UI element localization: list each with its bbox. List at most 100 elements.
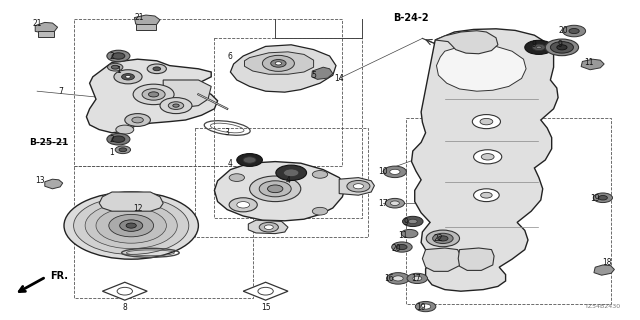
Polygon shape	[214, 162, 346, 221]
Circle shape	[474, 189, 499, 202]
Polygon shape	[45, 179, 63, 189]
Text: TZ54B2430: TZ54B2430	[585, 304, 621, 309]
Polygon shape	[435, 31, 498, 54]
Circle shape	[133, 84, 174, 105]
Polygon shape	[99, 192, 163, 211]
Text: 2: 2	[109, 52, 115, 60]
Circle shape	[108, 63, 123, 71]
Circle shape	[569, 28, 579, 34]
Circle shape	[229, 174, 244, 181]
Polygon shape	[436, 45, 526, 91]
Text: 18: 18	[602, 258, 611, 267]
Polygon shape	[38, 31, 54, 37]
Circle shape	[413, 276, 422, 281]
Circle shape	[264, 225, 273, 229]
Circle shape	[420, 304, 431, 309]
Circle shape	[426, 230, 460, 247]
Circle shape	[481, 154, 494, 160]
Circle shape	[96, 208, 166, 243]
Bar	[74, 19, 342, 166]
Circle shape	[353, 184, 364, 189]
Circle shape	[312, 207, 328, 215]
Polygon shape	[134, 15, 160, 26]
Polygon shape	[243, 282, 288, 300]
Circle shape	[525, 40, 553, 54]
Circle shape	[243, 157, 256, 163]
Text: 8: 8	[122, 303, 127, 312]
Text: 4: 4	[228, 159, 233, 168]
Polygon shape	[412, 29, 558, 291]
Circle shape	[383, 166, 406, 178]
Circle shape	[481, 192, 492, 198]
Circle shape	[284, 169, 299, 177]
Circle shape	[598, 196, 607, 200]
Circle shape	[474, 150, 502, 164]
Text: 15: 15	[260, 303, 271, 312]
Circle shape	[408, 219, 417, 224]
Text: 5: 5	[311, 71, 316, 80]
Circle shape	[112, 53, 125, 59]
Circle shape	[407, 273, 428, 284]
Text: 9: 9	[532, 40, 537, 49]
Circle shape	[109, 214, 154, 237]
Circle shape	[115, 146, 131, 154]
Polygon shape	[312, 67, 333, 79]
Circle shape	[111, 65, 119, 69]
Text: 10: 10	[378, 167, 388, 176]
Circle shape	[237, 154, 262, 166]
Text: FR.: FR.	[50, 271, 68, 281]
Circle shape	[275, 62, 282, 65]
Text: 7: 7	[58, 87, 63, 96]
Circle shape	[126, 223, 136, 228]
Bar	[74, 166, 253, 298]
Circle shape	[276, 165, 307, 180]
Circle shape	[120, 220, 143, 231]
Text: 12: 12	[133, 204, 142, 212]
Text: 16: 16	[384, 274, 394, 283]
Circle shape	[74, 197, 189, 254]
Circle shape	[393, 276, 403, 281]
Text: 11: 11	[584, 58, 593, 67]
Text: 21: 21	[33, 19, 42, 28]
Circle shape	[563, 25, 586, 37]
Text: 20: 20	[558, 26, 568, 35]
Circle shape	[229, 198, 257, 212]
Circle shape	[403, 216, 423, 227]
Text: 6: 6	[228, 52, 233, 60]
Text: 1: 1	[109, 148, 115, 156]
Circle shape	[153, 67, 161, 71]
Text: 1: 1	[116, 66, 121, 75]
Circle shape	[387, 273, 410, 284]
Circle shape	[147, 64, 166, 74]
Circle shape	[112, 136, 125, 142]
Circle shape	[557, 45, 567, 50]
Bar	[214, 38, 362, 218]
Text: 19: 19	[590, 194, 600, 203]
Text: 17: 17	[378, 199, 388, 208]
Text: 19: 19	[416, 303, 426, 312]
Text: 9: 9	[404, 218, 409, 227]
Circle shape	[385, 198, 404, 208]
Circle shape	[125, 76, 131, 78]
Text: B-25-21: B-25-21	[29, 138, 68, 147]
Circle shape	[401, 229, 418, 238]
Text: 13: 13	[35, 176, 45, 185]
Circle shape	[85, 203, 177, 249]
Circle shape	[114, 70, 142, 84]
Polygon shape	[230, 45, 336, 92]
Circle shape	[593, 193, 612, 203]
Polygon shape	[581, 59, 604, 70]
Text: 17: 17	[411, 274, 421, 283]
Circle shape	[122, 74, 134, 80]
Polygon shape	[86, 59, 218, 133]
Circle shape	[536, 46, 541, 49]
Polygon shape	[102, 282, 147, 300]
Circle shape	[472, 115, 500, 129]
Circle shape	[132, 117, 143, 123]
Polygon shape	[248, 220, 288, 234]
Circle shape	[390, 201, 399, 205]
Circle shape	[107, 133, 130, 145]
Polygon shape	[458, 248, 494, 270]
Polygon shape	[136, 24, 156, 30]
Text: 14: 14	[334, 74, 344, 83]
